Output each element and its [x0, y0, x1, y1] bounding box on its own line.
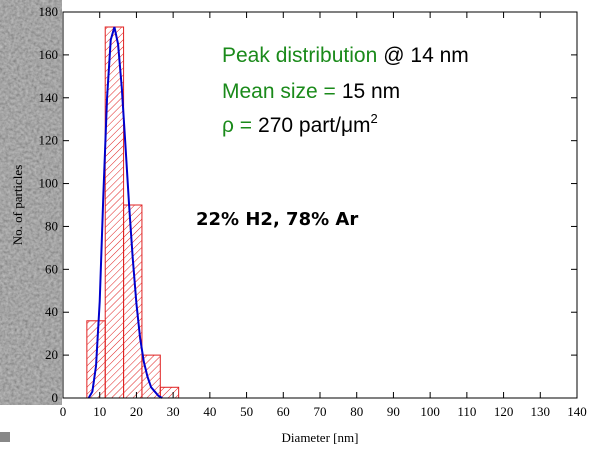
annotation-part: μm [341, 114, 371, 137]
x-tick-label: 60 [277, 404, 290, 419]
micrograph-corner [0, 432, 10, 442]
annotation-part: 2 [371, 111, 378, 126]
y-tick-label: 100 [39, 176, 59, 191]
annotation-part: 270 part/ [258, 114, 341, 137]
x-axis-title: Diameter [nm] [282, 430, 359, 445]
annotation: Mean size = 15 nm [222, 80, 400, 103]
annotation-part: Mean size = [222, 80, 336, 103]
x-tick-label: 30 [167, 404, 180, 419]
histogram-bar [159, 386, 180, 399]
x-tick-label: 40 [203, 404, 216, 419]
x-tick-label: 140 [567, 404, 587, 419]
y-tick-label: 120 [39, 133, 59, 148]
annotation-part: @ 14 nm [383, 44, 469, 67]
y-tick-label: 20 [45, 347, 58, 362]
x-tick-label: 50 [240, 404, 253, 419]
x-tick-label: 130 [531, 404, 551, 419]
y-tick-label: 40 [45, 304, 58, 319]
marks [86, 26, 180, 399]
y-tick-label: 180 [39, 4, 59, 19]
plot-area [63, 12, 577, 398]
x-tick-label: 100 [420, 404, 440, 419]
y-tick-label: 160 [39, 47, 59, 62]
y-tick-label: 60 [45, 261, 58, 276]
annotation: Peak distribution @ 14 nm [222, 44, 469, 67]
x-tick-label: 10 [93, 404, 106, 419]
annotation: ρ = 270 part/μm2 [222, 111, 378, 137]
x-tick-label: 20 [130, 404, 143, 419]
histogram-bar [123, 204, 143, 399]
annotation-part: ρ = [222, 114, 252, 137]
micrograph-texture [0, 0, 62, 405]
x-tick-label: 80 [350, 404, 363, 419]
x-tick-label: 120 [494, 404, 514, 419]
annotation-part: Peak distribution [222, 44, 377, 67]
y-tick-label: 140 [39, 90, 59, 105]
y-tick-label: 0 [52, 390, 59, 405]
y-axis-title: No. of particles [10, 165, 25, 246]
fit-curve [87, 26, 163, 399]
x-tick-label: 90 [387, 404, 400, 419]
condition-label: 22% H2, 78% Ar [196, 209, 358, 230]
x-tick-label: 0 [60, 404, 67, 419]
annotation-part: 15 nm [342, 80, 400, 103]
y-tick-label: 80 [45, 218, 58, 233]
x-tick-label: 70 [314, 404, 327, 419]
x-tick-label: 110 [457, 404, 476, 419]
